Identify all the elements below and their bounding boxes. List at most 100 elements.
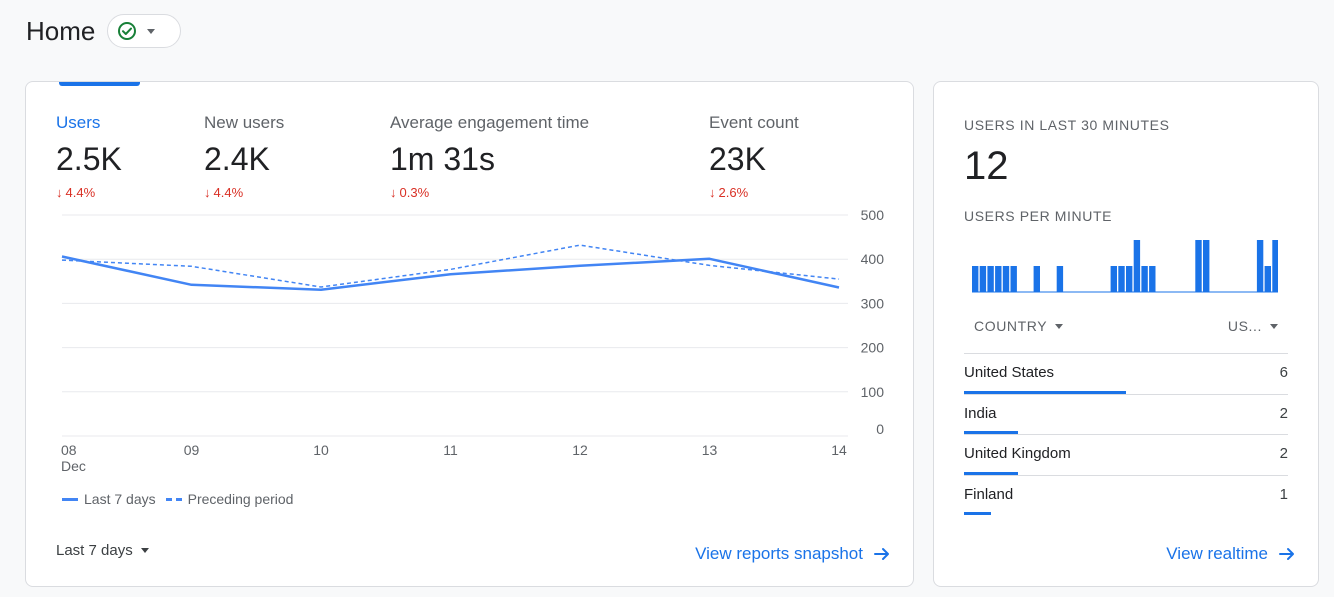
series-line-preceding-period xyxy=(61,244,840,288)
metric-delta: ↓ 4.4% xyxy=(204,185,284,200)
legend-item-preceding-period: Preceding period xyxy=(165,491,294,507)
realtime-user-count: 12 xyxy=(964,144,1009,188)
metric-tab-event-count[interactable]: Event count 23K ↓ 2.6% xyxy=(709,113,799,200)
x-tick-month-label: Dec xyxy=(61,458,86,474)
metric-delta-value: 4.4% xyxy=(213,185,244,200)
country-name: United Kingdom xyxy=(964,445,1071,462)
arrow-down-icon: ↓ xyxy=(56,185,63,200)
metric-tab-avg-engagement[interactable]: Average engagement time 1m 31s ↓ 0.3% xyxy=(390,113,589,200)
minute-bar xyxy=(1195,240,1202,292)
metric-delta-value: 0.3% xyxy=(399,185,430,200)
metric-tab-users[interactable]: Users 2.5K ↓ 4.4% xyxy=(56,113,122,200)
x-tick-label: 14 xyxy=(831,442,847,458)
metric-value: 2.4K xyxy=(204,141,270,177)
minute-bar xyxy=(972,266,979,292)
minute-bar xyxy=(1033,266,1040,292)
country-column-dropdown[interactable]: COUNTRY xyxy=(964,318,1073,334)
table-row: United Kingdom 2 xyxy=(964,434,1288,475)
country-share-bar xyxy=(964,471,1018,475)
realtime-card: USERS IN LAST 30 MINUTES 12 USERS PER MI… xyxy=(933,81,1319,587)
minute-bar xyxy=(1149,266,1156,292)
country-users: 2 xyxy=(1279,404,1288,422)
minute-bar xyxy=(995,266,1002,292)
y-tick-label: 0 xyxy=(876,421,884,437)
minute-bar xyxy=(1203,240,1210,292)
overview-card: Users 2.5K ↓ 4.4% New users 2.4K ↓ 4.4% Av… xyxy=(25,81,914,587)
view-reports-snapshot-link[interactable]: View reports snapshot xyxy=(695,544,891,564)
minute-bar xyxy=(1010,266,1017,292)
arrow-down-icon: ↓ xyxy=(204,185,211,200)
country-users: 2 xyxy=(1279,445,1288,462)
minute-bar xyxy=(1056,266,1064,292)
active-tab-indicator xyxy=(59,82,140,86)
metric-value: 2.5K xyxy=(56,141,122,177)
chart-legend: Last 7 days Preceding period xyxy=(62,491,293,507)
table-row: Finland 1 xyxy=(964,474,1288,515)
legend-item-last-7-days: Last 7 days xyxy=(62,491,156,507)
country-users: 6 xyxy=(1279,364,1288,381)
legend-label: Preceding period xyxy=(187,491,294,507)
country-name: United States xyxy=(964,364,1055,381)
metric-delta: ↓ 4.4% xyxy=(56,185,122,200)
caret-down-icon xyxy=(1270,323,1278,329)
country-share-bar xyxy=(964,431,1018,434)
metric-label: Event count xyxy=(709,113,799,132)
date-range-label: Last 7 days xyxy=(56,542,133,559)
country-table: United States 6 India 2 United Kingdom 2… xyxy=(964,353,1288,515)
caret-down-icon xyxy=(140,548,149,553)
caret-down-icon xyxy=(1055,323,1064,329)
country-name: Finland xyxy=(964,485,1014,503)
table-row: United States 6 xyxy=(964,353,1288,394)
country-table-header: COUNTRY US... xyxy=(964,318,1288,334)
x-tick-label: 09 xyxy=(184,442,200,458)
arrow-right-icon xyxy=(1279,548,1294,560)
metric-delta: ↓ 2.6% xyxy=(709,185,799,200)
realtime-title: USERS IN LAST 30 MINUTES xyxy=(964,117,1170,133)
users-line-chart: 500 400 300 200 100 0 08 09 10 11 12 13 14 Dec xyxy=(61,207,885,474)
users-column-dropdown[interactable]: US... xyxy=(1218,318,1288,334)
legend-swatch-dashed xyxy=(165,497,182,501)
link-label: View reports snapshot xyxy=(695,544,863,563)
metric-label: Users xyxy=(56,113,101,132)
minute-bar xyxy=(1118,266,1125,292)
y-tick-label: 100 xyxy=(861,384,885,400)
y-tick-label: 500 xyxy=(861,207,885,223)
legend-label: Last 7 days xyxy=(84,491,156,507)
table-row: India 2 xyxy=(964,393,1288,434)
caret-down-icon xyxy=(147,28,155,34)
minute-bar xyxy=(1133,240,1141,292)
x-tick-label: 10 xyxy=(313,442,329,458)
minute-bar xyxy=(1002,266,1010,292)
minute-bar xyxy=(1256,240,1264,292)
x-tick-label: 13 xyxy=(702,442,718,458)
property-status-dropdown[interactable] xyxy=(107,14,181,48)
country-share-bar xyxy=(964,512,991,515)
minute-bar xyxy=(1264,266,1271,292)
series-line-last-7-days xyxy=(61,255,840,291)
country-name: India xyxy=(964,404,997,422)
minute-bar xyxy=(1126,266,1133,292)
arrow-down-icon: ↓ xyxy=(390,185,397,200)
minute-bar xyxy=(1110,266,1117,292)
x-tick-label: 11 xyxy=(443,442,458,458)
page-title: Home xyxy=(26,16,96,46)
minute-bar xyxy=(979,266,987,292)
metric-delta: ↓ 0.3% xyxy=(390,185,589,200)
arrow-down-icon: ↓ xyxy=(709,185,716,200)
y-tick-label: 300 xyxy=(861,295,885,311)
column-label: US... xyxy=(1227,318,1262,334)
minute-bar xyxy=(1141,266,1148,292)
y-tick-label: 200 xyxy=(861,340,885,356)
x-tick-label: 12 xyxy=(572,442,588,458)
country-share-bar xyxy=(964,390,1126,394)
users-per-minute-bar-chart xyxy=(972,240,1278,293)
metric-label: New users xyxy=(204,113,285,132)
metric-label: Average engagement time xyxy=(390,113,590,132)
metric-tab-new-users[interactable]: New users 2.4K ↓ 4.4% xyxy=(204,113,284,200)
view-realtime-link[interactable]: View realtime xyxy=(1166,544,1296,564)
country-users: 1 xyxy=(1279,485,1288,503)
link-label: View realtime xyxy=(1166,544,1268,563)
date-range-dropdown[interactable]: Last 7 days xyxy=(56,542,149,559)
metric-delta-value: 2.6% xyxy=(718,185,749,200)
minute-bar xyxy=(1272,240,1278,292)
